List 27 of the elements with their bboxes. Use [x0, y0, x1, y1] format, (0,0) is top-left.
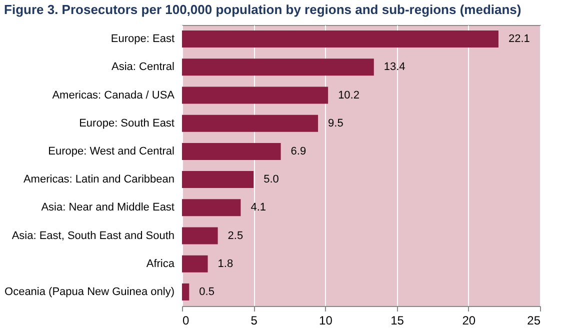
data-label: 4.1 — [250, 202, 266, 214]
y-tick-label: Americas: Latin and Caribbean — [23, 174, 174, 186]
data-label: 13.4 — [384, 61, 406, 74]
data-label: 22.1 — [508, 33, 530, 46]
data-label: 1.8 — [218, 258, 234, 270]
y-tick-label: Europe: West and Central — [48, 145, 174, 158]
data-label: 10.2 — [338, 89, 360, 102]
data-label: 9.5 — [328, 117, 344, 130]
x-tick-label: 10 — [319, 314, 333, 328]
y-tick-label: Americas: Canada / USA — [52, 89, 176, 102]
y-tick-label: Europe: South East — [79, 117, 174, 130]
data-label: 6.9 — [290, 145, 306, 158]
chart-title: Figure 3. Prosecutors per 100,000 population by regions and sub-regions (medians) — [4, 2, 522, 17]
y-tick-label: Europe: East — [110, 33, 174, 46]
y-tick-label: Asia: Central — [112, 61, 174, 74]
data-label: 5.0 — [264, 174, 279, 186]
x-tick-label: 20 — [462, 314, 476, 328]
x-tick-label: 15 — [390, 314, 404, 328]
y-tick-label: Asia: East, South East and South — [12, 230, 174, 242]
x-tick-label: 5 — [250, 314, 258, 328]
y-tick-label: Oceania (Papua New Guinea only) — [4, 286, 174, 298]
x-tick-label: 0 — [182, 314, 190, 328]
data-label: 0.5 — [199, 286, 214, 298]
data-label: 2.5 — [228, 230, 244, 242]
y-tick-label: Asia: Near and Middle East — [41, 202, 174, 214]
y-tick-label: Africa — [146, 258, 176, 270]
x-tick-label: 25 — [527, 314, 541, 328]
